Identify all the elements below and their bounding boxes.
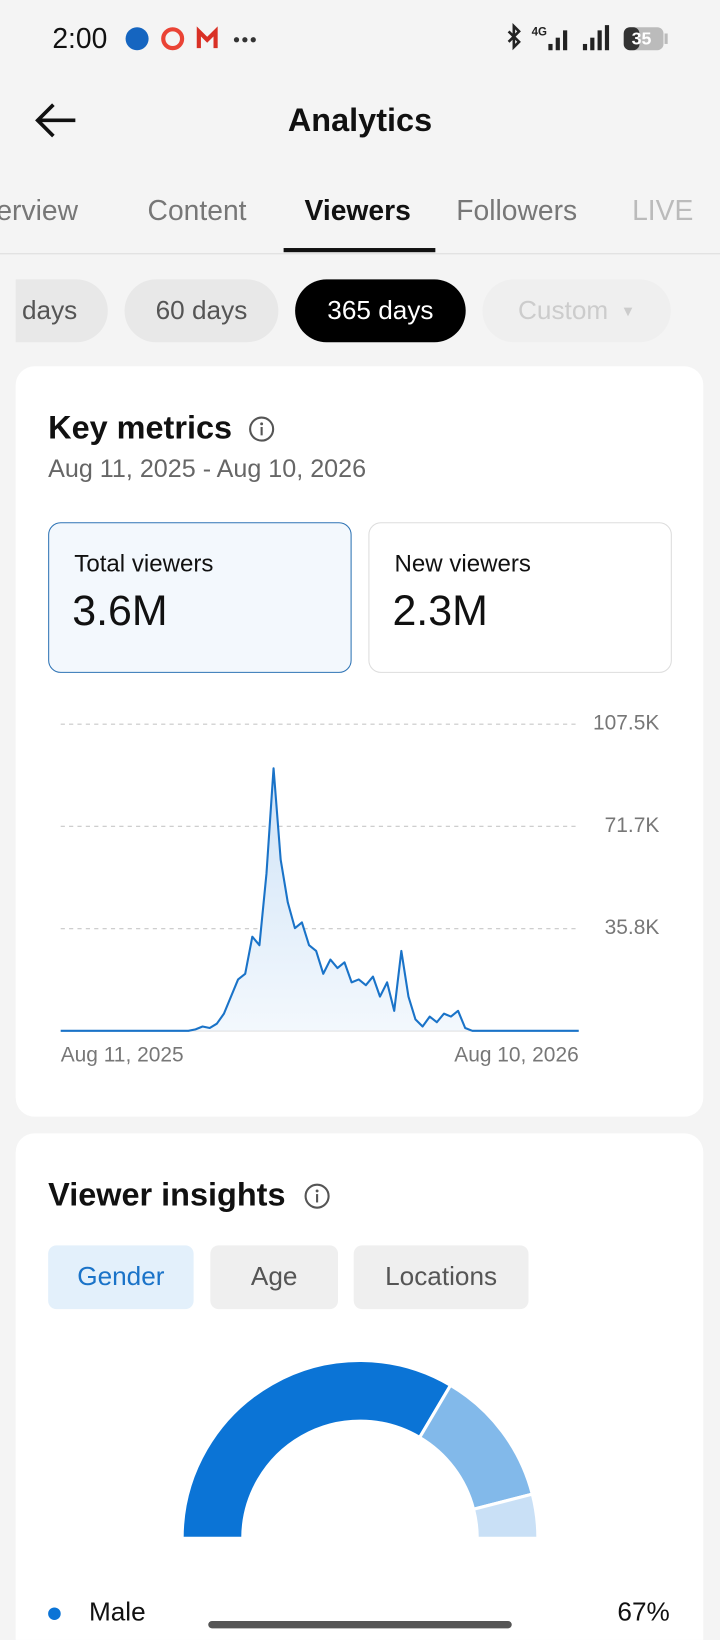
metric-card-active[interactable]: Total viewers 3.6M [48,522,352,673]
info-icon[interactable] [248,415,275,442]
metric-label: Total viewers [74,549,214,577]
dropdown-arrow: ▼ [620,302,636,320]
donut-segment [180,1358,453,1540]
system-icons: 4G 35 [507,23,668,51]
y-tick-label: 35.8K [605,916,660,939]
home-indicator [208,1621,512,1629]
network-type: 4G [532,26,547,38]
metric-label: New viewers [394,549,531,577]
period-pill[interactable]: Custom ▼ [482,279,671,343]
section-title: Key metrics [48,409,233,446]
period-pill[interactable]: days [15,279,108,343]
donut-segment [471,1492,540,1540]
legend-dot [48,1607,61,1620]
notification-icons [125,26,256,51]
divider [0,253,720,255]
date-range: Aug 11, 2025 - Aug 10, 2026 [48,455,367,484]
area [60,768,579,1031]
tab[interactable]: Overview [0,194,78,227]
period-pill[interactable]: 60 days [124,279,279,343]
battery-level: 35 [632,28,652,48]
tab-indicator [283,248,436,253]
metric-card[interactable]: New viewers 2.3M [368,522,672,673]
info-icon[interactable] [303,1183,330,1210]
x-tick-label: Aug 10, 2026 [454,1043,578,1066]
insight-tab-active[interactable]: Gender [48,1245,194,1310]
tab[interactable]: Followers [456,194,578,227]
x-tick-label: Aug 11, 2025 [61,1043,184,1066]
legend-label: Male [89,1597,146,1627]
y-tick-label: 71.7K [605,814,660,837]
tab[interactable]: Content [147,194,247,227]
metric-value: 3.6M [72,586,168,635]
page-title: Analytics [287,101,433,139]
tab-active[interactable]: Viewers [304,194,411,227]
insight-tab[interactable]: Locations [353,1245,529,1310]
line-chart: 35.8K 71.7K 107.5K Aug 11, 2025 Aug 10, 2026 [60,712,660,1066]
back-button[interactable] [33,100,79,140]
line [60,767,579,1032]
metric-value: 2.3M [392,586,488,635]
clock: 2:00 [52,23,108,55]
gender-chart: Male 67% [48,1358,670,1627]
section-title: Viewer insights [48,1176,286,1213]
custom-label: Custom [518,295,609,325]
tab[interactable]: LIVE [632,194,694,227]
y-tick-label: 107.5K [593,712,659,735]
legend-value: 67% [617,1597,669,1627]
insight-tab[interactable]: Age [210,1245,339,1310]
period-pill-active[interactable]: 365 days [295,279,466,343]
